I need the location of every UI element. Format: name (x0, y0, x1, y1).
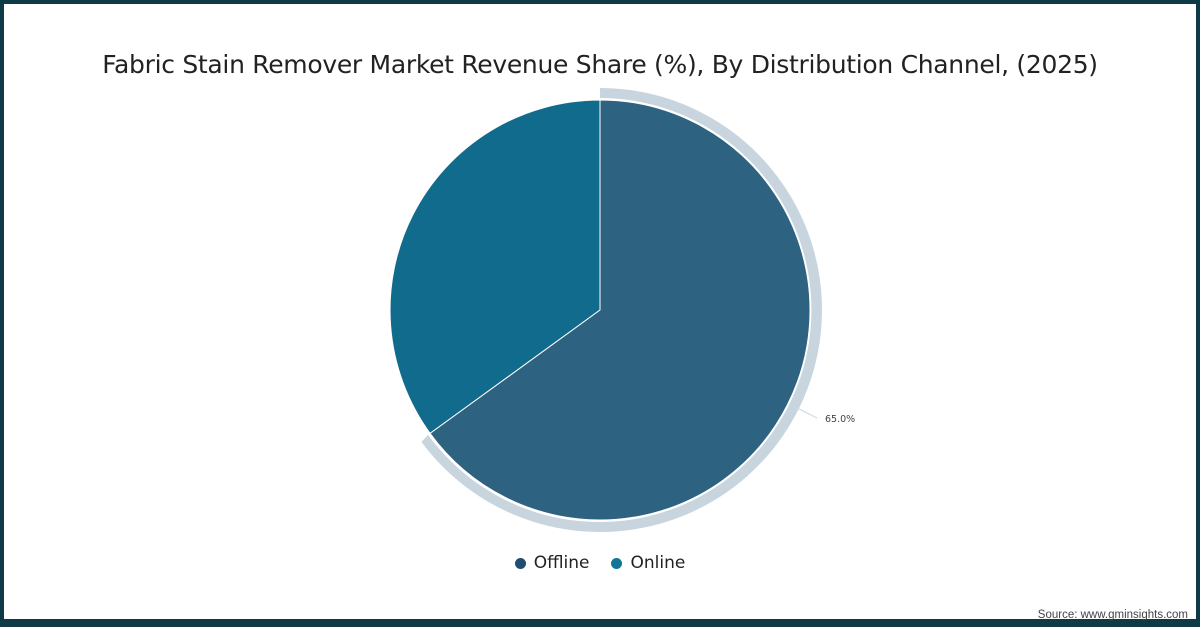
source-credit: Source: www.gminsights.com (1037, 609, 1188, 621)
legend-label-online: Online (630, 553, 686, 573)
legend-dot-offline-icon (514, 557, 526, 569)
data-label-offline: 65.0% (825, 414, 855, 425)
legend-item-online[interactable]: Online (611, 553, 685, 573)
chart-title: Fabric Stain Remover Market Revenue Shar… (102, 50, 1098, 79)
legend-item-offline[interactable]: Offline (514, 553, 590, 573)
pie-slice-offline[interactable] (429, 99, 811, 521)
legend-dot-online-icon (611, 557, 623, 569)
pie-slice-online[interactable] (389, 99, 601, 435)
chart-legend: Offline Online (0, 553, 1200, 573)
leader-line (796, 407, 818, 419)
legend-label-offline: Offline (533, 553, 590, 573)
